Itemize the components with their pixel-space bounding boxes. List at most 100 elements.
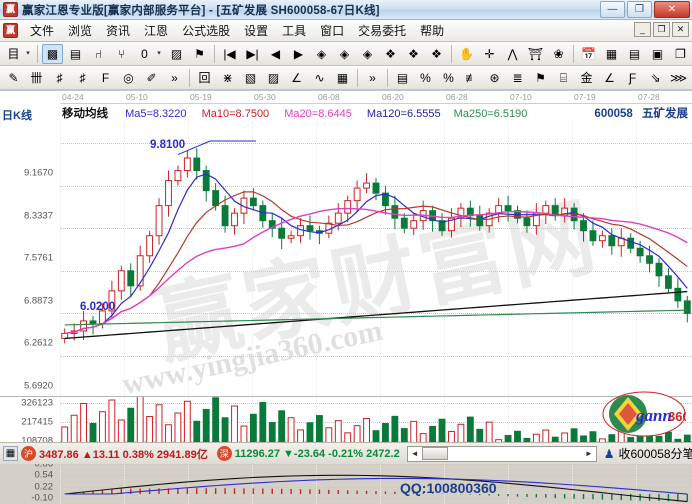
- slash-button[interactable]: ∠: [599, 68, 620, 88]
- last-page-button[interactable]: ▶|: [242, 44, 263, 64]
- ma-legend: 移动均线 Ma5=8.3220 Ma10=8.7500 Ma20=8.6445 …: [62, 105, 527, 119]
- marker-button[interactable]: ✐: [141, 68, 162, 88]
- diamond-mid-button[interactable]: ◈: [357, 44, 378, 64]
- gann-f-button[interactable]: F: [95, 68, 116, 88]
- menu-item-window[interactable]: 窗口: [313, 20, 351, 41]
- box-red-button[interactable]: ▧: [240, 68, 261, 88]
- fan-red-button[interactable]: ⋇: [217, 68, 238, 88]
- next-button[interactable]: ▶: [288, 44, 309, 64]
- status-right[interactable]: ♟ 收600058分笔: [604, 445, 692, 462]
- grid-icon[interactable]: ▦: [3, 446, 18, 461]
- copy-button[interactable]: ❐: [670, 44, 691, 64]
- window-controls: — ❐ ✕: [600, 1, 690, 18]
- level-button[interactable]: ≢: [461, 68, 482, 88]
- box-blue-button[interactable]: ▨: [263, 68, 284, 88]
- peak-tool-button[interactable]: ⋀: [502, 44, 523, 64]
- menu-item-news[interactable]: 资讯: [99, 20, 137, 41]
- spiral-button[interactable]: ◎: [118, 68, 139, 88]
- note-button[interactable]: ▤: [624, 44, 645, 64]
- diamond-five-button[interactable]: ❖: [403, 44, 424, 64]
- diamond-six-button[interactable]: ❖: [426, 44, 447, 64]
- report-button[interactable]: ▤: [65, 44, 86, 64]
- scroll-right-arrow[interactable]: ►: [582, 449, 596, 458]
- menu-item-settings[interactable]: 设置: [237, 20, 275, 41]
- save-button[interactable]: ▣: [647, 44, 668, 64]
- diamond-left-button[interactable]: ◈: [311, 44, 332, 64]
- shanghai-index-value: 3487.86 ▲13.11 0.38% 2941.89亿: [39, 446, 208, 462]
- gann360-logo: gann 360: [602, 391, 686, 437]
- flag-button[interactable]: ⚑: [189, 44, 210, 64]
- close-button[interactable]: ✕: [654, 1, 690, 18]
- indicator-b-button[interactable]: ⑂: [111, 44, 132, 64]
- percent-red-button[interactable]: %: [415, 68, 436, 88]
- zero-caret[interactable]: ▾: [154, 44, 164, 64]
- maximize-button[interactable]: ❐: [627, 1, 652, 18]
- shanghai-index-icon: 沪: [21, 446, 36, 461]
- status-bar: ▦ 沪 3487.86 ▲13.11 0.38% 2941.89亿 深 1129…: [0, 442, 692, 464]
- menu-item-gann[interactable]: 江恩: [137, 20, 175, 41]
- overflow2-button[interactable]: »: [362, 68, 383, 88]
- chart-net-button[interactable]: ▩: [42, 44, 63, 64]
- arrow-level-button[interactable]: ⇘: [645, 68, 666, 88]
- percent-button[interactable]: %: [438, 68, 459, 88]
- menu-item-help[interactable]: 帮助: [413, 20, 451, 41]
- first-page-button[interactable]: |◀: [219, 44, 240, 64]
- axis-tick-label: 6.2612: [0, 338, 56, 349]
- menu-item-file[interactable]: 文件: [23, 20, 61, 41]
- chart-area[interactable]: 赢家财富网 www.yingjia360.com 日K线 04-2405-100…: [0, 90, 692, 463]
- menu-item-trade[interactable]: 交易委托: [351, 20, 413, 41]
- overflow-button[interactable]: »: [164, 68, 185, 88]
- calendar-21-button[interactable]: 📅: [578, 44, 599, 64]
- frame-button[interactable]: 回: [194, 68, 215, 88]
- multi-level-button[interactable]: ⋙: [668, 68, 689, 88]
- scroll-left-arrow[interactable]: ◄: [408, 449, 422, 458]
- toolbar-separator: [357, 69, 358, 87]
- menu-item-formula-screen[interactable]: 公式选股: [175, 20, 237, 41]
- wave-button[interactable]: ∿: [309, 68, 330, 88]
- fan-tool-button[interactable]: ⛩: [525, 44, 546, 64]
- mdi-close-button[interactable]: ✕: [672, 22, 689, 37]
- date-tick: 07-28: [638, 92, 660, 102]
- gann-gold-2-button[interactable]: ♯: [72, 68, 93, 88]
- date-tick: 04-24: [62, 92, 84, 102]
- diamond-four-button[interactable]: ❖: [380, 44, 401, 64]
- menu-item-tools[interactable]: 工具: [275, 20, 313, 41]
- gold-button[interactable]: 金: [576, 68, 597, 88]
- ma5-value: Ma5=8.3220: [125, 108, 186, 120]
- ma-legend-title: 移动均线: [62, 108, 108, 120]
- title-bar: 赢 赢家江恩专业版[赢家内部服务平台] - [五矿发展 SH600058-67日…: [0, 0, 692, 20]
- grid-button[interactable]: ▦: [332, 68, 353, 88]
- pen-tool-button[interactable]: ✎: [3, 68, 24, 88]
- mdi-restore-button[interactable]: ❐: [653, 22, 670, 37]
- gann-gold-1-button[interactable]: ♯: [49, 68, 70, 88]
- diamond-right-button[interactable]: ◈: [334, 44, 355, 64]
- tag-button[interactable]: ⚑: [530, 68, 551, 88]
- prev-button[interactable]: ◀: [265, 44, 286, 64]
- ladder-button[interactable]: ▤: [392, 68, 413, 88]
- tick-chart-label[interactable]: 收600058分笔: [619, 445, 692, 462]
- hand-tool-button[interactable]: ✋: [456, 44, 477, 64]
- grid-lines-button[interactable]: 卌: [26, 68, 47, 88]
- gold-level-button[interactable]: ≣: [507, 68, 528, 88]
- calendar-day-button[interactable]: 目: [3, 44, 24, 64]
- gold-circle-button[interactable]: ⊛: [484, 68, 505, 88]
- svg-text:360: 360: [668, 409, 686, 424]
- angle-button[interactable]: ∠: [286, 68, 307, 88]
- f-slash-button[interactable]: Ƒ: [622, 68, 643, 88]
- mdi-minimize-button[interactable]: _: [634, 22, 651, 37]
- zero-button[interactable]: 0: [134, 44, 155, 64]
- horizontal-scrollbar[interactable]: ◄ ►: [407, 446, 597, 462]
- cross-level-button[interactable]: ⌸: [553, 68, 574, 88]
- price-panel[interactable]: 9.16708.33377.57616.88736.26125.6920 9.8…: [0, 121, 692, 396]
- stock-identity: 600058 五矿发展: [594, 105, 688, 121]
- colorgrid-button[interactable]: ▨: [166, 44, 187, 64]
- menu-item-browse[interactable]: 浏览: [61, 20, 99, 41]
- scroll-thumb[interactable]: [422, 447, 448, 460]
- crosshair-tool-button[interactable]: ✛: [479, 44, 500, 64]
- indicator-a-button[interactable]: ⑁: [88, 44, 109, 64]
- dropdown-caret[interactable]: ▾: [23, 44, 33, 64]
- cloud-tool-button[interactable]: ❀: [548, 44, 569, 64]
- minimize-button[interactable]: —: [600, 1, 625, 18]
- calculator-button[interactable]: ▦: [601, 44, 622, 64]
- date-tick: 06-08: [318, 92, 340, 102]
